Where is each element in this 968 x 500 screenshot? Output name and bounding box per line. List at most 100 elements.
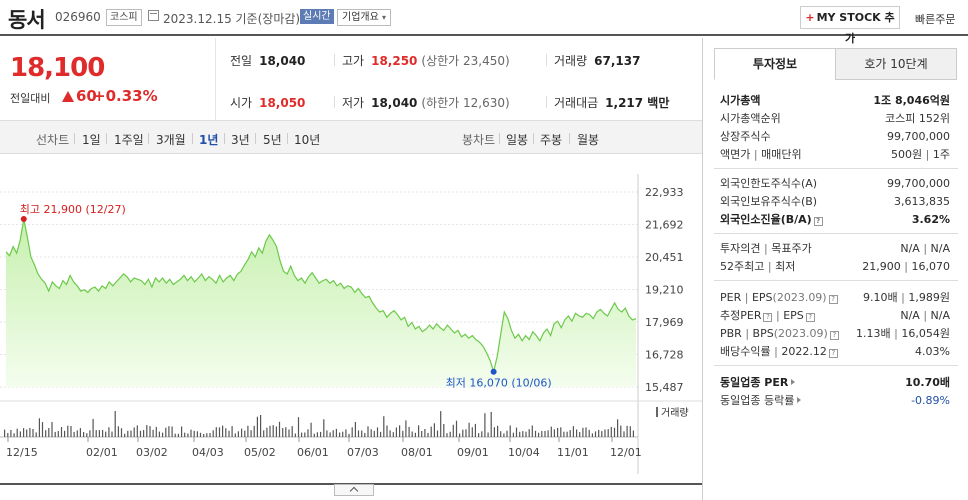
info-group-cap: 시가총액 1조 8,046억원 시가총액순위 코스피 152위 상장주식수 99,70… [714, 90, 958, 169]
stat-low: 저가 18,040 (하한가 12,630) [342, 94, 510, 111]
help-icon[interactable]: ? [828, 295, 838, 304]
period-1d[interactable]: 1일 [82, 133, 101, 147]
collapse-chart-button[interactable] [334, 484, 374, 496]
volume-bar [48, 428, 50, 437]
divider [224, 133, 225, 144]
period-10y[interactable]: 10년 [294, 133, 321, 147]
volume-bar [29, 428, 31, 437]
volume-bar [544, 431, 546, 437]
divider [192, 133, 193, 144]
row-industry-chg[interactable]: 동일업종 등락률 -0.89% [714, 392, 958, 410]
x-tick-label: 03/02 [136, 446, 168, 459]
volume-bar [405, 420, 407, 437]
up-triangle-icon [62, 91, 74, 102]
volume-bar [187, 433, 189, 437]
row-foreign-limit: 외국인한도주식수(A) 99,700,000 [714, 175, 958, 193]
row-pbr-bps: PBR | BPS(2023.09)? 1.13배 | 16,054원 [714, 325, 958, 343]
y-tick-label: 16,728 [645, 349, 684, 362]
candle-monthly[interactable]: 월봉 [577, 133, 600, 147]
volume-bar [92, 418, 94, 437]
stat-label: 저가 [342, 96, 365, 110]
volume-bar [424, 429, 426, 437]
period-1w[interactable]: 1주일 [114, 133, 144, 147]
volume-bar [468, 422, 470, 437]
opinion-label: 투자의견 [720, 242, 761, 255]
volume-bar [500, 431, 502, 437]
volume-bar [108, 427, 110, 437]
volume-bar [553, 429, 555, 437]
volume-bar [332, 430, 334, 437]
row-label: 배당수익률 | 2022.12? [720, 343, 838, 361]
stat-value: 67,137 [594, 54, 641, 68]
volume-bar [304, 432, 306, 437]
row-value: 3,613,835 [894, 195, 950, 208]
row-label: 동일업종 PER [720, 374, 796, 392]
row-value: -0.89% [911, 394, 950, 407]
volume-bar [465, 429, 467, 437]
volume-bar [433, 423, 435, 437]
period-3m[interactable]: 3개월 [156, 133, 186, 147]
w52-high-value: 21,900 [862, 260, 901, 273]
row-label: 상장주식수 [720, 130, 771, 143]
volume-bar [23, 428, 25, 437]
est-per-value: N/A [900, 309, 920, 322]
opinion-value: N/A [900, 242, 920, 255]
chart-toolbar: 선차트 1일 1주일 3개월 1년 3년 5년 10년 봉차트 일봉 주봉 월봉 [0, 120, 702, 154]
volume-bar [288, 429, 290, 437]
volume-bar [222, 425, 224, 437]
volume-bar [67, 425, 69, 437]
candle-chart-label: 봉차트 [462, 133, 496, 147]
row-value: 10.70배 [905, 376, 950, 389]
volume-bar [190, 429, 192, 437]
help-icon[interactable]: ? [805, 313, 815, 322]
volume-bar [209, 433, 211, 437]
volume-bar [45, 430, 47, 437]
volume-bar [60, 427, 63, 437]
volume-bar [35, 432, 37, 437]
separator: | [767, 260, 772, 273]
quick-order-button[interactable]: 빠른주문 [915, 13, 956, 26]
tab-investment-info[interactable]: 투자정보 [714, 48, 836, 80]
volume-bar [266, 427, 268, 437]
help-icon[interactable]: ? [829, 331, 839, 340]
mystock-add-button[interactable]: + MY STOCK 추가 [800, 6, 900, 45]
separator: | [904, 260, 908, 273]
divider [533, 133, 534, 144]
help-icon[interactable]: ? [763, 313, 773, 322]
volume-bar [139, 430, 142, 437]
volume-bar [449, 431, 451, 437]
period-5y[interactable]: 5년 [263, 133, 282, 147]
row-industry-per[interactable]: 동일업종 PER 10.70배 [714, 374, 958, 392]
volume-bar [76, 430, 78, 437]
tab-order-book[interactable]: 호가 10단계 [835, 48, 957, 80]
volume-bar [560, 427, 562, 437]
realtime-button[interactable]: 실시간 [300, 9, 334, 24]
x-tick-label: 12/15 [6, 446, 38, 459]
candle-daily[interactable]: 일봉 [506, 133, 529, 147]
row-label: 외국인보유주식수(B) [720, 195, 818, 208]
candle-weekly[interactable]: 주봉 [540, 133, 563, 147]
dividend-period: 2022.12 [781, 345, 827, 358]
volume-bar [585, 427, 587, 437]
volume-bar [339, 432, 341, 437]
volume-bar [367, 426, 369, 437]
volume-bar [389, 430, 391, 437]
y-tick-label: 15,487 [645, 381, 684, 394]
divider [74, 133, 75, 144]
help-icon[interactable]: ? [828, 349, 838, 358]
period-3y[interactable]: 3년 [231, 133, 250, 147]
row-label: 52주최고 | 최저 [720, 258, 795, 276]
stat-volume: 거래량 67,137 [554, 52, 640, 69]
help-icon[interactable]: ? [813, 217, 823, 226]
unit-label: 매매단위 [761, 148, 802, 161]
x-tick-label: 09/01 [457, 446, 489, 459]
stat-sub: (상한가 23,450) [421, 54, 510, 68]
x-tick-label: 06/01 [297, 446, 329, 459]
row-52w: 52주최고 | 최저 21,900 | 16,070 [714, 258, 958, 276]
volume-bar [272, 425, 274, 437]
volume-bar [218, 427, 221, 437]
volume-bar [285, 427, 287, 437]
company-overview-button[interactable]: 기업개요 ▾ [337, 9, 392, 26]
volume-bar [105, 431, 107, 437]
period-1y[interactable]: 1년 [199, 133, 219, 147]
